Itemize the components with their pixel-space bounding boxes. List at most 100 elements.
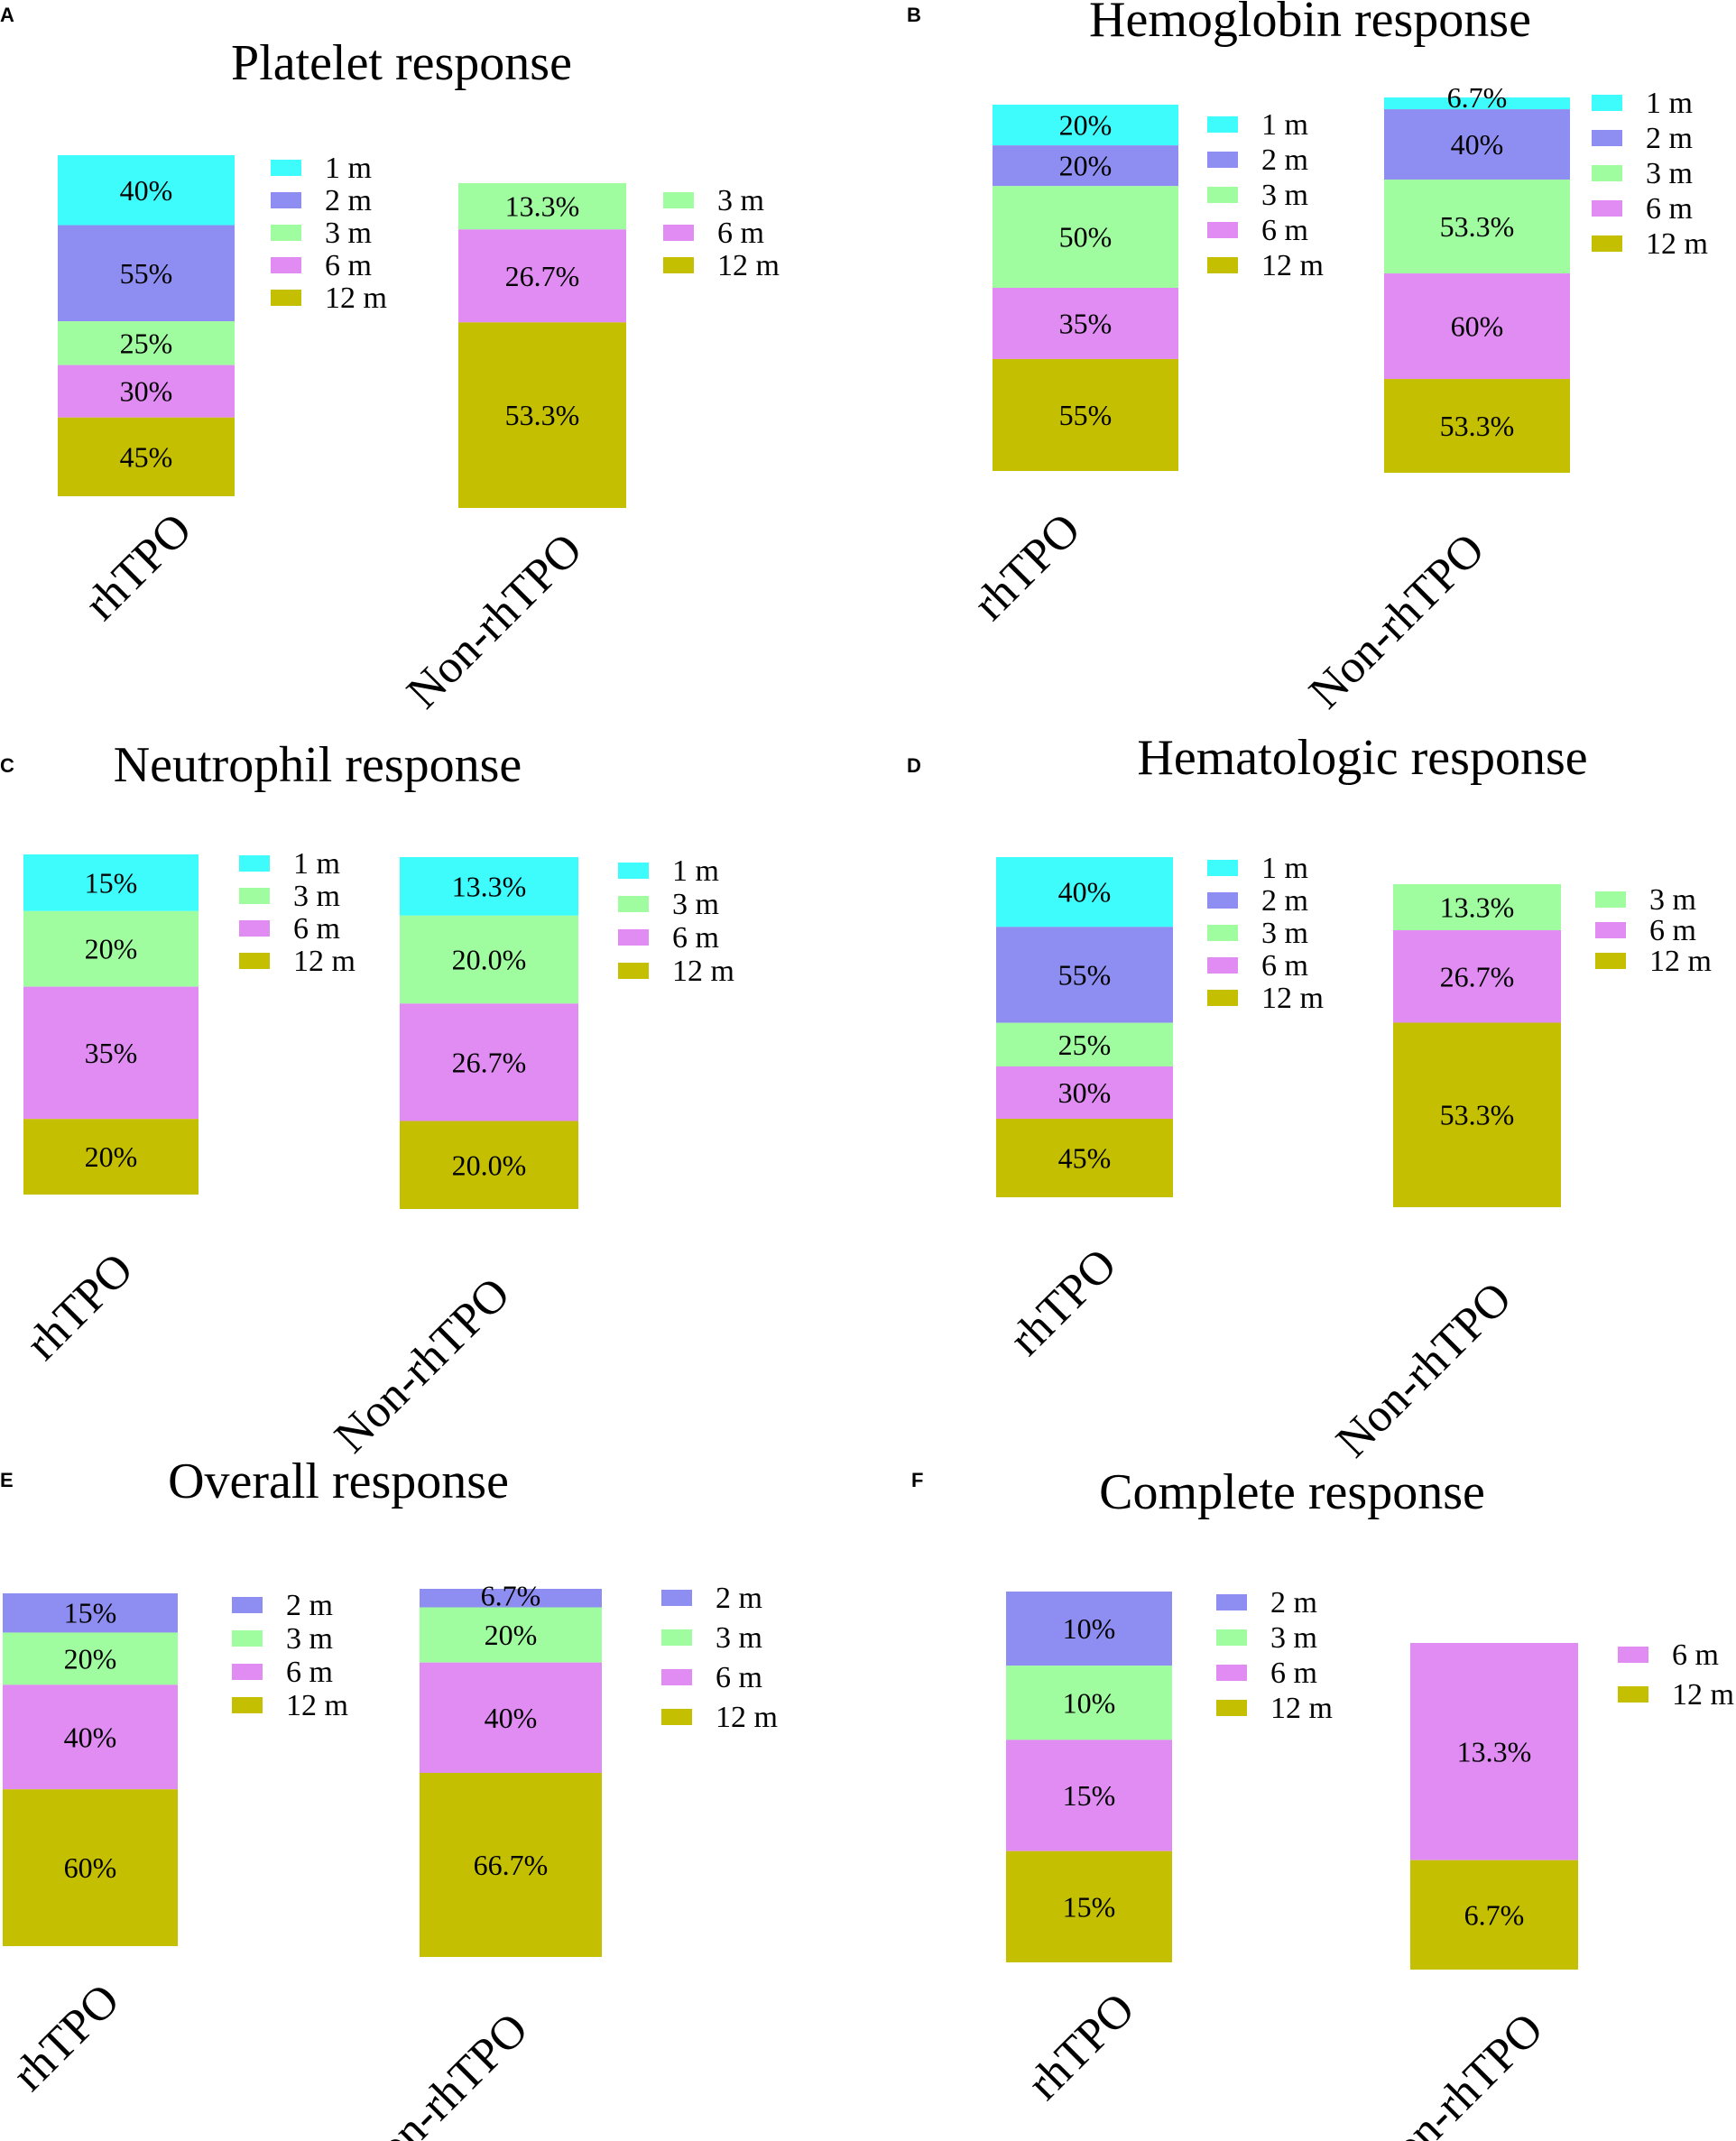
legend-label: 6 m — [1270, 1657, 1317, 1690]
legend-swatch — [239, 888, 270, 904]
legend-label: 2 m — [1261, 884, 1308, 918]
legend-label: 3 m — [1270, 1621, 1317, 1655]
legend-swatch — [1207, 957, 1238, 974]
legend-swatch — [271, 160, 301, 176]
legend-label: 6 m — [716, 1661, 762, 1694]
legend-swatch — [1207, 925, 1238, 941]
stacked-bar-rhtpo: 10% 10% 15% 15% — [1006, 1592, 1172, 1962]
segment-label: 26.7% — [1440, 960, 1515, 992]
bar-segment — [993, 186, 1178, 288]
legend-swatch — [239, 855, 270, 872]
stacked-bar-non-rhtpo: 13.3% 26.7% 53.3% — [458, 183, 626, 508]
panel-letter: D — [907, 754, 921, 777]
legend-swatch — [271, 257, 301, 273]
legend-swatch — [1595, 891, 1626, 908]
stacked-bar-rhtpo: 15% 20% 40% 60% — [3, 1593, 178, 1946]
category-label: Non-rhTPO — [397, 523, 592, 718]
bar-segment — [1410, 1860, 1578, 1970]
legend: 1 m2 m3 m6 m12 m — [1207, 108, 1324, 282]
legend-swatch — [661, 1669, 692, 1685]
legend-label: 1 m — [1261, 852, 1308, 885]
legend-label: 3 m — [716, 1621, 762, 1655]
category-label: Non-rhTPO — [325, 1268, 520, 1463]
bar-segment — [458, 183, 626, 230]
legend: 2 m 3 m 6 m 12 m — [661, 1582, 778, 1734]
bar-segment — [996, 857, 1173, 927]
legend: 6 m 12 m — [1618, 1638, 1734, 1712]
legend-swatch — [232, 1664, 263, 1680]
legend-swatch — [1207, 257, 1238, 273]
legend-swatch — [618, 896, 649, 912]
segment-label: 45% — [1058, 1142, 1112, 1175]
legend-swatch — [239, 953, 270, 969]
chart-title: Hematologic response — [1137, 730, 1587, 786]
legend-label: 2 m — [1261, 143, 1308, 177]
legend: 3 m6 m12 m — [1595, 883, 1712, 978]
segment-label: 40% — [485, 1702, 538, 1734]
segment-label: 40% — [1058, 876, 1112, 909]
segment-label: 53.3% — [1440, 1099, 1515, 1131]
segment-label: 53.3% — [505, 399, 580, 431]
category-label: rhTPO — [964, 503, 1090, 630]
category-label: rhTPO — [1018, 1983, 1144, 2109]
stacked-bar-non-rhtpo: 13.3% 6.7% — [1410, 1643, 1578, 1970]
segment-label: 20% — [1059, 109, 1113, 142]
legend-label: 6 m — [293, 912, 340, 946]
legend-label: 6 m — [672, 921, 719, 955]
bar-segment — [420, 1589, 602, 1608]
stacked-bar-non-rhtpo: 6.7% 20% 40% 66.7% — [420, 1579, 602, 1957]
legend-swatch — [661, 1590, 692, 1606]
bar-segment — [400, 1003, 578, 1121]
bar-segment — [420, 1662, 602, 1773]
bar-segment — [23, 910, 199, 987]
bar-segment — [3, 1684, 178, 1790]
segment-label: 55% — [1059, 399, 1113, 431]
legend-swatch — [1592, 200, 1622, 217]
legend-label: 12 m — [293, 945, 356, 978]
legend-label: 6 m — [325, 249, 372, 282]
legend-swatch — [1207, 116, 1238, 133]
legend-swatch — [271, 225, 301, 241]
bar-segment — [400, 915, 578, 1004]
segment-label: 10% — [1063, 1612, 1116, 1645]
panel-letter: B — [907, 4, 921, 26]
legend-swatch — [1618, 1647, 1648, 1663]
legend-swatch — [663, 225, 694, 241]
stacked-bar-non-rhtpo: 6.7% 40% 53.3% 60% 53.3% — [1384, 81, 1570, 473]
chart-title: Overall response — [168, 1453, 509, 1509]
legend-label: 3 m — [1646, 157, 1693, 190]
legend-label: 6 m — [1649, 914, 1696, 947]
legend-label: 1 m — [293, 847, 340, 881]
legend: 1 m2 m3 m6 m12 m — [1592, 87, 1708, 261]
panel-letter: E — [0, 1469, 14, 1491]
segment-label: 10% — [1063, 1686, 1116, 1719]
bar-segment — [996, 927, 1173, 1023]
legend-swatch — [663, 192, 694, 208]
category-label: rhTPO — [1000, 1239, 1126, 1365]
segment-label: 30% — [1058, 1076, 1112, 1109]
category-label: Non-rhTPO — [1358, 2003, 1553, 2141]
segment-label: 53.3% — [1440, 410, 1515, 442]
bar-segment — [996, 1066, 1173, 1119]
bar-segment — [993, 288, 1178, 359]
legend-swatch — [1207, 892, 1238, 909]
legend-swatch — [1216, 1665, 1247, 1681]
panel-letter: C — [0, 754, 14, 777]
legend: 1 m3 m6 m12 m — [239, 847, 356, 978]
legend-label: 1 m — [672, 854, 719, 888]
bar-segment — [993, 145, 1178, 187]
legend-swatch — [661, 1709, 692, 1725]
legend: 1 m3 m6 m12 m — [618, 854, 734, 988]
legend-label: 3 m — [325, 217, 372, 250]
segment-label: 6.7% — [1447, 81, 1508, 114]
bar-segment — [1384, 273, 1570, 380]
bar-segment — [3, 1632, 178, 1685]
legend-swatch — [239, 920, 270, 937]
bar-segment — [458, 322, 626, 508]
segment-label: 20% — [1059, 150, 1113, 182]
bar-segment — [1384, 109, 1570, 180]
legend-label: 3 m — [1261, 917, 1308, 950]
legend-label: 1 m — [1261, 108, 1308, 142]
